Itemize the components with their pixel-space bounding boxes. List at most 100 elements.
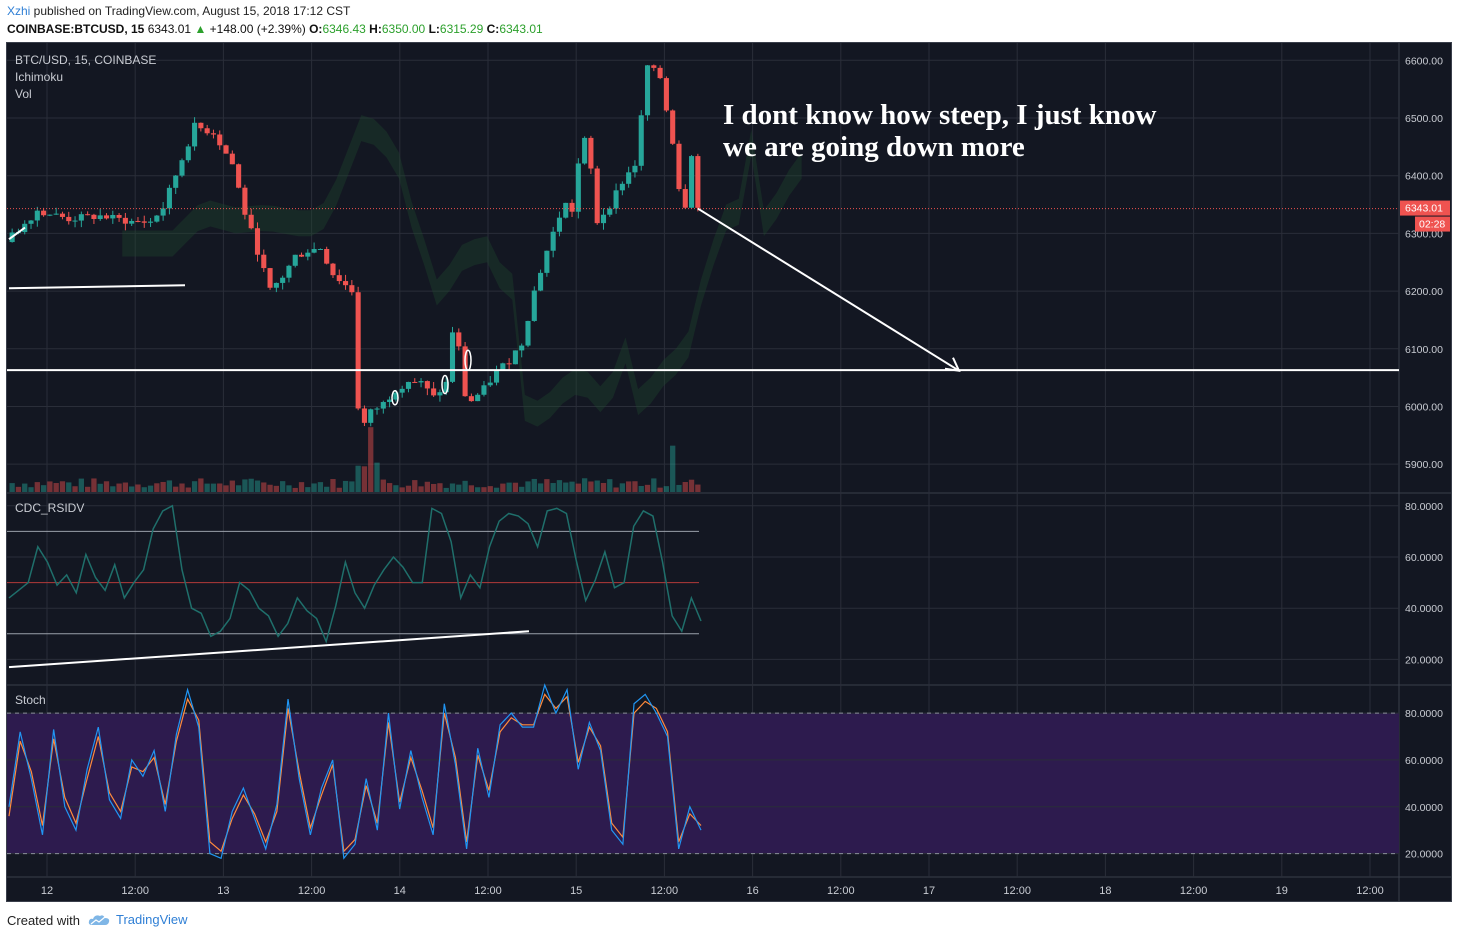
volume-bar xyxy=(449,483,456,492)
projection-arrow-head-icon xyxy=(944,357,961,372)
candle-body xyxy=(449,332,456,382)
author-link[interactable]: Xzhi xyxy=(7,4,31,18)
x-tick-label: 12:00 xyxy=(1003,885,1031,897)
volume-bar xyxy=(235,485,242,492)
volume-bar xyxy=(47,481,53,492)
volume-bar xyxy=(198,478,204,492)
volume-bar xyxy=(663,486,670,492)
y-tick-label: 6200.00 xyxy=(1405,286,1443,298)
open-value: 6346.43 xyxy=(322,22,366,36)
volume-bar xyxy=(311,483,317,492)
candle-body xyxy=(110,214,116,219)
candle-body xyxy=(412,381,418,383)
x-tick-label: 12:00 xyxy=(1356,885,1384,897)
candle-body xyxy=(317,248,323,250)
volume-bar xyxy=(475,487,481,492)
volume-bar xyxy=(456,484,462,492)
volume-bar xyxy=(361,466,368,492)
stoch-pane-title[interactable]: Stoch xyxy=(15,693,46,707)
volume-bar xyxy=(261,482,267,492)
x-tick-label: 12:00 xyxy=(827,885,855,897)
volume-bar xyxy=(462,480,468,492)
x-tick-label: 14 xyxy=(394,885,406,897)
candle-body xyxy=(254,228,261,255)
volume-bar xyxy=(40,485,47,492)
countdown-badge xyxy=(1415,216,1450,232)
candle-body xyxy=(494,370,500,383)
candle-body xyxy=(85,214,91,216)
volume-bar xyxy=(405,485,412,492)
ichimoku-label[interactable]: Ichimoku xyxy=(15,70,64,84)
candle-body xyxy=(487,382,493,386)
candle-body xyxy=(154,215,160,222)
volume-bar xyxy=(682,482,688,492)
volume-bar xyxy=(443,487,449,492)
x-tick-label: 12:00 xyxy=(298,885,326,897)
volume-bar xyxy=(437,483,443,492)
candle-body xyxy=(324,248,330,264)
volume-bar xyxy=(217,483,223,492)
candle-body xyxy=(619,183,625,191)
candle-body xyxy=(374,408,380,410)
candle-body xyxy=(141,221,147,223)
open-label: O: xyxy=(309,22,323,36)
y-tick-label: 5900.00 xyxy=(1405,459,1443,471)
volume-bar xyxy=(380,479,386,492)
x-tick-label: 16 xyxy=(746,885,758,897)
candle-body xyxy=(204,128,210,134)
chart-area[interactable]: 12 12:00 13 12:00 14 12:00 15 12:00 16 12:00 17 12:… xyxy=(6,42,1452,902)
volume-bar xyxy=(229,480,235,492)
rsi-pane-title[interactable]: CDC_RSIDV xyxy=(15,501,85,515)
candle-body xyxy=(223,145,229,154)
x-tick-label: 12:00 xyxy=(651,885,679,897)
countdown-badge-label: 02:28 xyxy=(1419,219,1445,231)
candle-body xyxy=(179,160,185,176)
candle-body xyxy=(582,137,588,164)
tradingview-brand[interactable]: TradingView xyxy=(88,912,188,927)
volume-bar xyxy=(97,483,103,492)
volume-bar xyxy=(204,483,210,492)
candle-body xyxy=(160,208,166,216)
y-tick-label: 80.0000 xyxy=(1405,708,1443,720)
volume-bar xyxy=(695,484,701,492)
y-tick-label: 40.0000 xyxy=(1405,802,1443,814)
y-tick-label: 6600.00 xyxy=(1405,55,1443,67)
low-value: 6315.29 xyxy=(439,22,484,36)
volume-bar xyxy=(512,482,519,492)
volume-bar xyxy=(254,480,261,492)
candle-body xyxy=(248,214,254,229)
volume-bar xyxy=(563,482,569,492)
volume-bar xyxy=(588,481,594,492)
volume-bar xyxy=(28,487,34,492)
candle-body xyxy=(280,277,286,283)
candle-body xyxy=(481,385,487,395)
created-with-text: Created with xyxy=(7,913,80,928)
high-label: H: xyxy=(369,22,382,36)
candle-body xyxy=(405,381,412,389)
candle-body xyxy=(273,282,279,288)
candle-body xyxy=(267,268,273,288)
candle-body xyxy=(28,220,34,224)
last-price: 6343.01 xyxy=(147,22,192,36)
annotation-line-1: I dont know how steep, I just know xyxy=(723,99,1157,131)
volume-bar xyxy=(493,487,500,492)
publish-header: Xzhi published on TradingView.com, Augus… xyxy=(0,0,1458,42)
volume-label[interactable]: Vol xyxy=(15,87,32,101)
volume-bar xyxy=(116,483,122,492)
candle-body xyxy=(418,381,424,383)
candle-body xyxy=(53,213,59,215)
volume-bar xyxy=(424,481,430,492)
candle-body xyxy=(286,265,292,278)
candle-body xyxy=(695,156,701,208)
candle-body xyxy=(689,156,695,208)
volume-bar xyxy=(110,486,116,492)
volume-bar xyxy=(72,486,78,492)
candle-body xyxy=(361,408,367,423)
chart-svg[interactable]: 12 12:00 13 12:00 14 12:00 15 12:00 16 12:00 17 12:… xyxy=(7,43,1451,901)
volume-bar xyxy=(179,483,185,492)
candle-body xyxy=(210,133,216,135)
candle-body xyxy=(663,78,669,111)
candle-body xyxy=(670,110,676,144)
volume-bar xyxy=(519,486,525,492)
candle-body xyxy=(103,215,110,219)
